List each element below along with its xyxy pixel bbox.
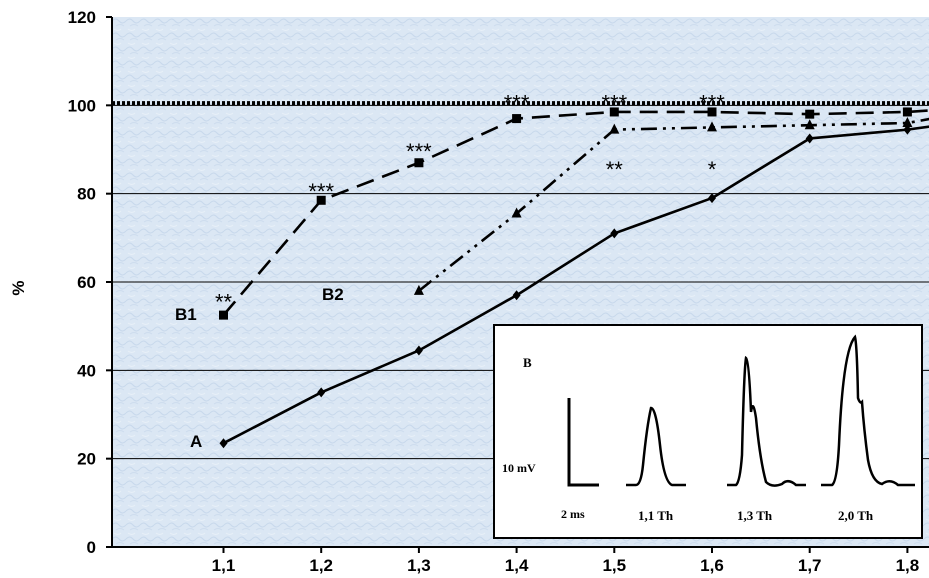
data-point-b2 (413, 284, 424, 295)
y-tick-label: 100 (68, 96, 96, 115)
series-line-b1 (222, 109, 929, 316)
significance-mark: *** (601, 91, 627, 116)
inset-trace-1 (626, 406, 686, 487)
inset-scale-y-label: 10 mV (502, 461, 536, 475)
data-point-a (805, 133, 814, 144)
data-point-b1 (609, 107, 619, 117)
data-point-a (610, 228, 619, 239)
data-point-a (512, 290, 521, 301)
data-point-b1 (414, 158, 424, 168)
data-point-a (414, 345, 423, 356)
x-tick-label: 1,3 (407, 556, 431, 575)
significance-mark: *** (308, 179, 334, 204)
inset-frame (493, 324, 923, 539)
y-tick-label: 80 (77, 185, 96, 204)
significance-mark: ** (606, 157, 624, 182)
data-point-a (903, 124, 912, 135)
series-label-b1: B1 (175, 305, 197, 324)
data-point-b1 (902, 107, 912, 117)
y-tick-label: 120 (68, 8, 96, 27)
inset-trace-3 (821, 334, 915, 487)
series-label-a: A (190, 432, 202, 451)
data-point-b2 (511, 207, 522, 218)
x-tick-label: 1,2 (309, 556, 333, 575)
y-tick-label: 0 (87, 538, 96, 557)
x-tick-label: 1,6 (700, 556, 724, 575)
x-tick-label: 1,8 (896, 556, 920, 575)
data-point-a (317, 387, 326, 398)
significance-mark: *** (504, 91, 530, 116)
inset-scale-x-label: 2 ms (561, 507, 585, 521)
series-line-a (222, 125, 929, 445)
inset-trace-label-3: 2,0 Th (838, 508, 874, 523)
inset-trace-label-2: 1,3 Th (737, 508, 773, 523)
significance-mark: * (708, 157, 717, 182)
data-point-b1 (805, 109, 815, 119)
inset-scale-bar (567, 398, 599, 487)
significance-mark: *** (699, 91, 725, 116)
data-point-b1 (707, 107, 717, 117)
x-tick-label: 1,7 (798, 556, 822, 575)
x-tick-label: 1,5 (602, 556, 626, 575)
data-point-a (708, 193, 716, 204)
significance-mark: *** (406, 139, 432, 164)
inset-trace-label-1: 1,1 Th (638, 508, 674, 523)
inset-trace-2 (727, 355, 806, 487)
y-ticks: 0 20 40 60 80 100 120 (68, 8, 112, 557)
significance-mark: ** (215, 289, 233, 314)
data-point-b1 (219, 310, 228, 320)
annotations-layer: *********** *** ***** * (215, 91, 725, 315)
data-point-b2 (707, 121, 717, 132)
y-tick-label: 20 (77, 450, 96, 469)
y-axis-label: % (9, 280, 28, 295)
data-point-a (219, 438, 228, 449)
series-layer (219, 107, 929, 449)
inset-panel-label: B (523, 355, 532, 370)
data-point-b1 (512, 114, 522, 124)
x-tick-label: 1,4 (505, 556, 529, 575)
data-point-b2 (804, 119, 815, 130)
data-point-b1 (316, 195, 326, 205)
y-tick-label: 40 (77, 361, 96, 380)
inset-panel: B 10 mV 2 ms 1,1 Th 1,3 Th 2,0 Th (493, 324, 923, 539)
x-ticks: 1,11,21,31,41,51,61,71,81,92 Th (212, 547, 920, 575)
x-tick-label: 1,1 (212, 556, 236, 575)
series-label-b2: B2 (322, 285, 344, 304)
data-point-b2 (609, 123, 620, 134)
data-point-b2 (902, 117, 913, 127)
y-tick-label: 60 (77, 273, 96, 292)
